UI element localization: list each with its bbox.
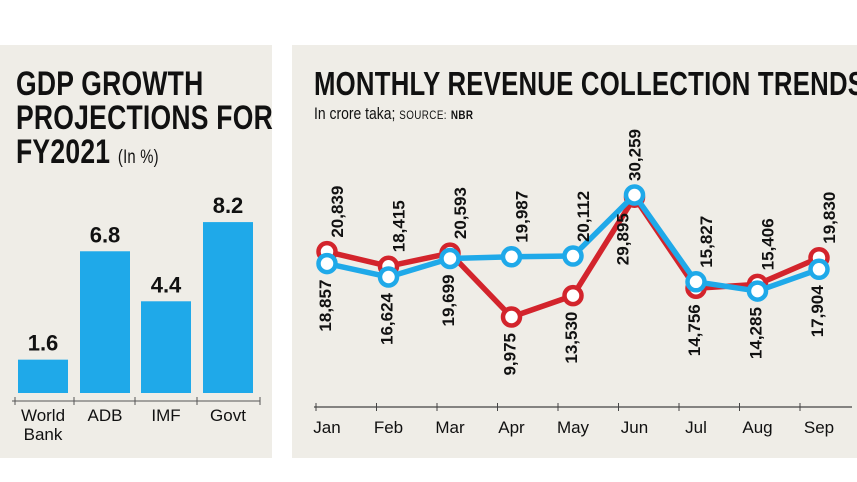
bar-category-label: Govt [210,406,246,425]
gdp-panel: GDP GROWTH PROJECTIONS FOR FY2021 (In %)… [0,45,273,458]
data-label-bottom: 16,624 [378,292,397,345]
revenue-panel: MONTHLY REVENUE COLLECTION TRENDS In cro… [292,45,857,458]
data-label-top: 20,839 [328,186,347,238]
revenue-subtitle: In crore taka; SOURCE: NBR [314,104,473,124]
data-label-top: 19,830 [820,192,839,244]
gdp-title-line2: PROJECTIONS FOR [16,99,273,137]
source-label: SOURCE: [399,108,447,122]
data-label-bottom: 14,285 [747,307,766,359]
revenue-unit: In crore taka; [314,104,396,123]
point-blue-jan [316,252,338,275]
point-blue-feb [377,266,400,288]
bar-category-label: Bank [24,425,63,444]
gdp-title-line1: GDP GROWTH [16,65,204,103]
gdp-unit: (In %) [117,147,159,168]
bar-world-bank [18,359,68,393]
bar-category-label: IMF [151,406,180,425]
data-label-top: 15,827 [697,216,716,268]
point-red-may [562,284,584,307]
data-label-bottom: 19,699 [439,275,458,327]
point-blue-sep [808,258,830,281]
data-label-top: 15,406 [759,218,778,270]
point-blue-aug [746,280,769,302]
data-label-top: 30,259 [626,129,645,181]
point-blue-may [562,245,584,267]
month-label-feb: Feb [374,418,403,437]
bar-imf [141,301,191,393]
data-label-bottom: 18,857 [316,280,335,332]
bar-category-label: World [21,406,65,425]
data-label-top: 18,415 [390,200,409,252]
point-red-apr [500,306,523,328]
bar-value-label: 6.8 [90,222,121,247]
bar-value-label: 8.2 [213,193,244,218]
month-label-jan: Jan [313,418,340,437]
month-label-mar: Mar [435,418,465,437]
month-label-jun: Jun [621,418,648,437]
month-label-apr: Apr [498,418,525,437]
month-label-may: May [557,418,590,437]
bar-adb [80,251,130,393]
point-blue-mar [439,247,461,270]
source-name: NBR [450,108,474,122]
month-label-jul: Jul [685,418,707,437]
bar-govt [203,222,253,393]
revenue-line-chart: Jan Feb Mar Apr May Jun Jul Aug Sep 20,839 18,857 1… [313,129,852,437]
data-label-bottom: 17,904 [808,285,827,338]
bar-category-label: ADB [88,406,123,425]
data-label-top: 19,987 [513,191,532,243]
bar-value-label: 1.6 [28,331,59,356]
month-label-sep: Sep [804,418,834,437]
point-blue-apr [500,246,523,268]
data-label-bottom: 13,530 [562,312,581,364]
point-blue-jul [685,271,707,293]
data-label-top: 20,112 [574,191,593,242]
revenue-title: MONTHLY REVENUE COLLECTION TRENDS [314,65,857,102]
gdp-title-line3: FY2021 (In %) [16,135,159,175]
point-blue-jun [623,184,646,206]
data-label-top: 20,593 [451,187,470,239]
data-label-bottom: 14,756 [685,304,704,356]
month-label-aug: Aug [742,418,772,437]
bar-value-label: 4.4 [151,272,182,297]
data-label-bottom: 9,975 [501,333,520,376]
gdp-title-year: FY2021 [16,133,111,171]
data-label-bottom: 29,895 [614,213,633,265]
